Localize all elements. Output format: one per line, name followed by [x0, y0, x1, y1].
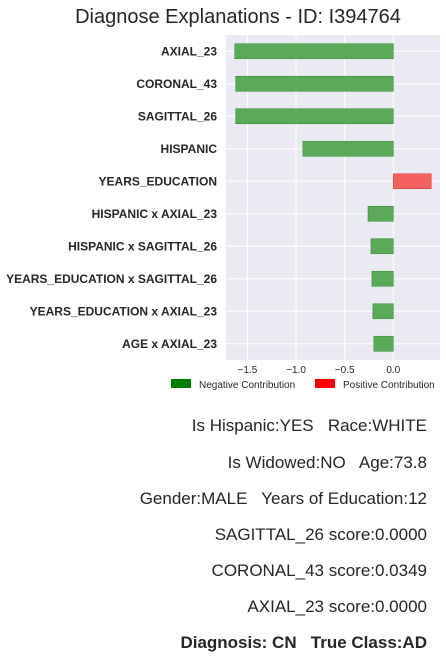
bar-years-education-x-axial-23 [372, 303, 394, 320]
y-tick-label: AGE x AXIAL_23 [122, 337, 217, 351]
info-axial-score: AXIAL_23 score:0.0000 [247, 597, 427, 616]
y-tick-labels: AXIAL_23 CORONAL_43 SAGITTAL_26 HISPANIC YEA… [6, 44, 217, 351]
explanation-chart: Diagnose Explanations - ID: I394764 AXIA… [6, 6, 440, 391]
info-sagittal-score: SAGITTAL_26 score:0.0000 [214, 525, 427, 544]
x-tick-label: −0.5 [335, 365, 355, 376]
bar-sagittal-26 [235, 108, 394, 125]
bar-age-x-axial-23 [373, 335, 394, 352]
bar-hispanic [302, 140, 394, 157]
y-tick-label: AXIAL_23 [161, 44, 217, 58]
bar-coronal-43 [235, 75, 394, 92]
x-tick-labels: −1.5 −1.0 −0.5 0.0 [238, 365, 401, 376]
info-coronal-score: CORONAL_43 score:0.0349 [211, 561, 427, 580]
bar-axial-23 [234, 43, 394, 60]
x-tick-label: 0.0 [386, 365, 400, 376]
info-diagnosis: Diagnosis: CN True Class:AD [180, 633, 427, 652]
legend: Negative Contribution Positive Contribut… [171, 379, 435, 391]
bars [234, 43, 432, 352]
info-widowed-age: Is Widowed:NO Age:73.8 [227, 453, 427, 472]
bar-years-education [393, 173, 432, 190]
bar-years-education-x-sagittal-26 [371, 270, 394, 287]
bar-hispanic-x-sagittal-26 [370, 238, 394, 255]
y-tick-label: YEARS_EDUCATION x AXIAL_23 [30, 304, 218, 318]
x-tick-label: −1.5 [238, 365, 258, 376]
legend-label-positive: Positive Contribution [343, 380, 435, 391]
y-tick-label: YEARS_EDUCATION x SAGITTAL_26 [6, 272, 217, 286]
chart-title: Diagnose Explanations - ID: I394764 [75, 6, 401, 28]
legend-swatch-negative [171, 379, 191, 388]
y-tick-label: HISPANIC x AXIAL_23 [92, 207, 218, 221]
info-gender-education: Gender:MALE Years of Education:12 [139, 489, 427, 508]
y-tick-label: HISPANIC x SAGITTAL_26 [68, 239, 217, 253]
bar-hispanic-x-axial-23 [367, 205, 394, 222]
y-tick-label: SAGITTAL_26 [138, 109, 217, 123]
info-hispanic-race: Is Hispanic:YES Race:WHITE [191, 416, 427, 435]
x-tick-label: −1.0 [286, 365, 306, 376]
y-tick-label: HISPANIC [161, 142, 218, 156]
legend-swatch-positive [315, 379, 335, 388]
legend-label-negative: Negative Contribution [199, 380, 295, 391]
y-tick-label: CORONAL_43 [136, 77, 217, 91]
y-tick-label: YEARS_EDUCATION [99, 174, 217, 188]
